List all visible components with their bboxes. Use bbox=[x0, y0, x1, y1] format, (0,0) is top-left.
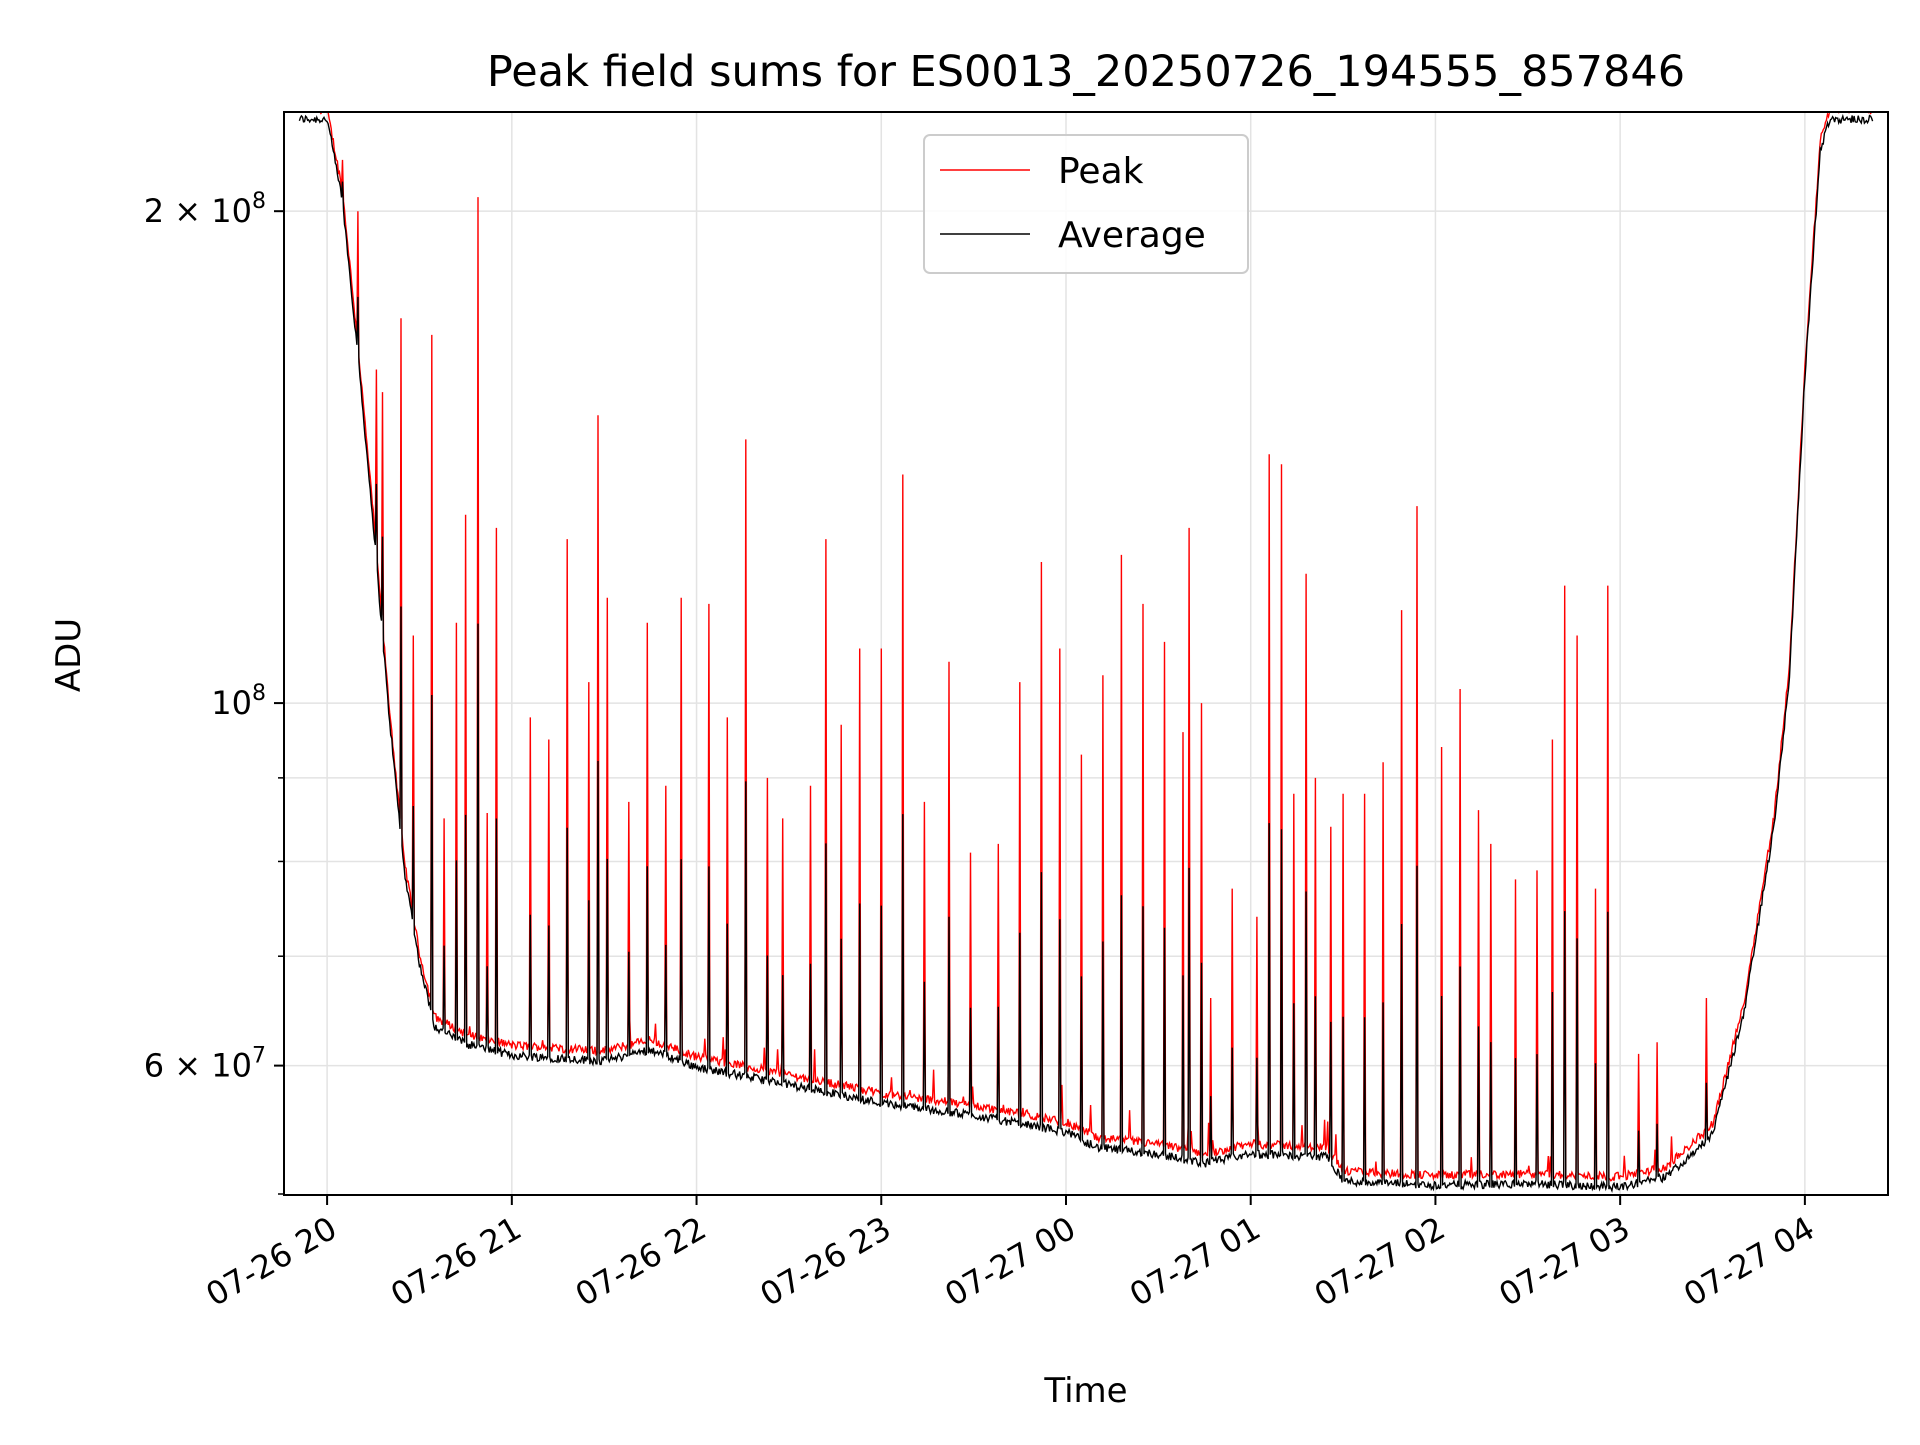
y-tick-label: 6 × 107 bbox=[144, 1044, 266, 1085]
x-axis-label: Time bbox=[1043, 1371, 1127, 1411]
chart-title: Peak field sums for ES0013_20250726_1945… bbox=[487, 47, 1685, 97]
series-peak-line bbox=[299, 112, 1873, 1182]
legend-label-average: Average bbox=[1058, 215, 1206, 256]
series-average-line bbox=[298, 113, 1874, 1194]
y-tick-label: 108 bbox=[211, 681, 266, 722]
plot-layer bbox=[298, 112, 1874, 1194]
legend-label-peak: Peak bbox=[1058, 151, 1144, 192]
y-tick-label: 2 × 108 bbox=[144, 189, 266, 230]
plot-frame bbox=[283, 111, 1889, 1196]
legend: Peak Average bbox=[923, 134, 1249, 274]
y-axis-label: ADU bbox=[49, 618, 89, 692]
